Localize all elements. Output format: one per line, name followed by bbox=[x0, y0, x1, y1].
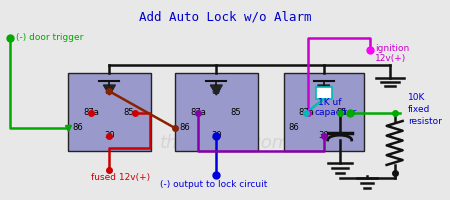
Text: fixed: fixed bbox=[408, 105, 430, 114]
Bar bbox=[68, 73, 151, 151]
Bar bbox=[284, 73, 364, 151]
Text: capacitor: capacitor bbox=[315, 108, 357, 117]
Text: 87: 87 bbox=[318, 87, 329, 96]
Text: 12v(+): 12v(+) bbox=[375, 54, 406, 63]
Text: 85: 85 bbox=[230, 108, 241, 117]
Text: 86: 86 bbox=[72, 123, 83, 132]
Text: resistor: resistor bbox=[408, 117, 441, 126]
Text: 87a: 87a bbox=[298, 108, 314, 117]
Text: 85: 85 bbox=[123, 108, 134, 117]
Polygon shape bbox=[104, 85, 115, 95]
Text: 30: 30 bbox=[104, 131, 115, 140]
Text: 87: 87 bbox=[211, 87, 222, 96]
Text: 87a: 87a bbox=[83, 108, 99, 117]
Text: ignition: ignition bbox=[375, 44, 409, 53]
Text: 85: 85 bbox=[337, 108, 347, 117]
Text: (-) output to lock circuit: (-) output to lock circuit bbox=[160, 180, 267, 189]
Bar bbox=[175, 73, 258, 151]
Text: 30: 30 bbox=[319, 131, 329, 140]
Text: 87a: 87a bbox=[190, 108, 206, 117]
Text: Add Auto Lock w/o Alarm: Add Auto Lock w/o Alarm bbox=[139, 10, 311, 23]
Text: 86: 86 bbox=[180, 123, 190, 132]
Text: 86: 86 bbox=[288, 123, 299, 132]
Text: 10K: 10K bbox=[408, 93, 425, 102]
Polygon shape bbox=[318, 85, 330, 95]
Text: the12volt.com: the12volt.com bbox=[160, 134, 290, 152]
Text: 87: 87 bbox=[104, 87, 115, 96]
Bar bbox=[316, 87, 332, 99]
Text: fused 12v(+): fused 12v(+) bbox=[91, 173, 150, 182]
Text: (-) door trigger: (-) door trigger bbox=[16, 33, 83, 42]
Polygon shape bbox=[210, 85, 222, 95]
Text: 1K uf: 1K uf bbox=[318, 98, 341, 107]
Text: 30: 30 bbox=[211, 131, 221, 140]
